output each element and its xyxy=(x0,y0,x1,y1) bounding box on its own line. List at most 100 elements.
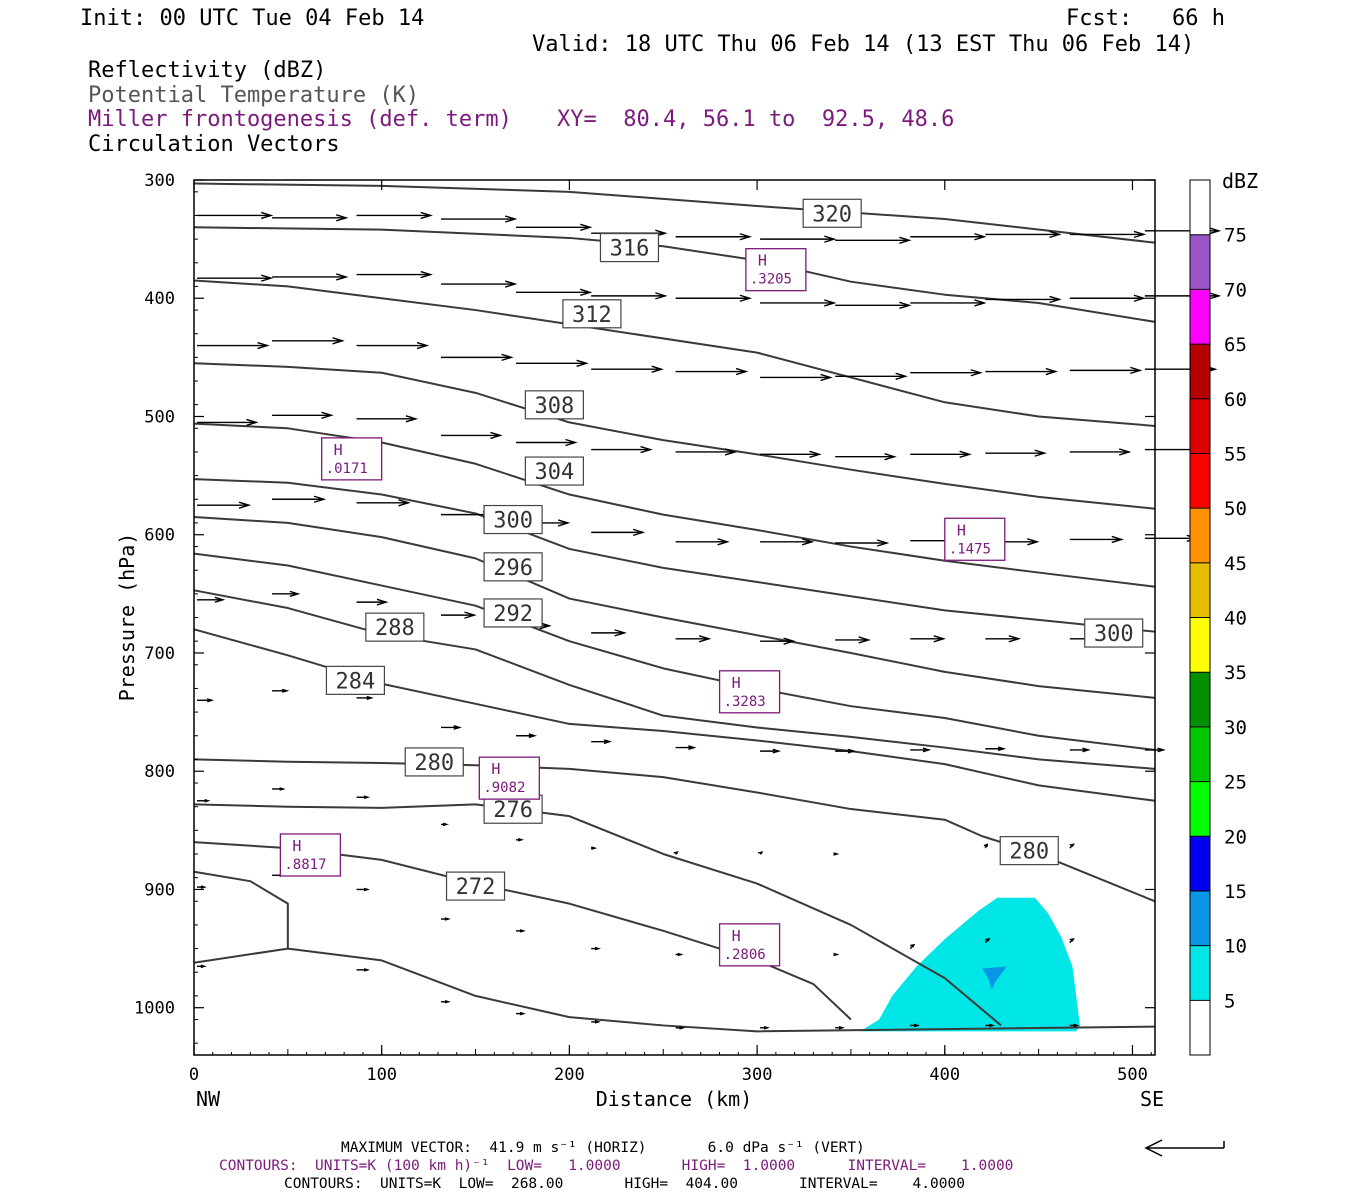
circulation-vector xyxy=(833,952,840,957)
circulation-vector xyxy=(516,733,537,739)
circulation-vector xyxy=(910,747,932,753)
theta-contour-300-5 xyxy=(193,478,1156,633)
circulation-vector xyxy=(757,851,764,855)
circulation-vector xyxy=(441,215,518,223)
circulation-vector xyxy=(591,292,668,300)
y-tick-label: 300 xyxy=(144,171,175,191)
circulation-vector xyxy=(591,946,601,951)
x-tick-label: 500 xyxy=(1117,1065,1148,1085)
contour-label-312: 312 xyxy=(562,299,622,329)
circulation-vector xyxy=(356,415,419,423)
circulation-vector xyxy=(1069,747,1091,753)
theta-contour-276-11 xyxy=(193,803,1002,1027)
circulation-vector xyxy=(1144,747,1166,753)
colorbar-swatch xyxy=(1190,890,1210,946)
legend-theta: Potential Temperature (K) xyxy=(88,83,420,108)
circulation-vector xyxy=(983,843,988,849)
colorbar-unit: dBZ xyxy=(1222,169,1258,193)
y-tick-label: 900 xyxy=(144,880,175,900)
circulation-vector xyxy=(591,445,653,454)
circulation-vector xyxy=(591,846,598,850)
contour-label-316: 316 xyxy=(599,232,660,263)
colorbar-swatch xyxy=(1190,398,1210,454)
circulation-vector xyxy=(516,929,526,933)
contour-label-288: 288 xyxy=(365,612,425,642)
colorbar-level-label: 35 xyxy=(1224,662,1247,684)
circulation-vector xyxy=(909,943,916,950)
svg-text:308: 308 xyxy=(535,394,575,419)
circulation-vector xyxy=(1069,535,1124,544)
colorbar-level-label: 20 xyxy=(1224,826,1247,848)
svg-text:H: H xyxy=(334,441,343,459)
contour-label-272: 272 xyxy=(445,871,506,901)
circulation-vector xyxy=(197,698,215,703)
theta-contour-312-2 xyxy=(193,279,1156,427)
contour-label-320: 320 xyxy=(802,198,862,228)
contour-label-280: 280 xyxy=(999,836,1059,866)
svg-text:292: 292 xyxy=(493,602,533,627)
colorbar-swatch xyxy=(1190,180,1210,235)
svg-text:288: 288 xyxy=(375,616,415,641)
colorbar-swatch xyxy=(1190,289,1210,345)
circulation-vector xyxy=(1144,534,1200,542)
svg-text:H: H xyxy=(758,252,767,270)
colorbar-swatch xyxy=(1190,1000,1210,1055)
axes-layer: 0 100 200 300 400 500 300 400 500 600 700 800 900 100… xyxy=(134,171,1155,1085)
svg-text:H: H xyxy=(491,760,500,778)
circulation-vector xyxy=(835,636,871,644)
svg-text:300: 300 xyxy=(493,509,533,534)
circulation-vector xyxy=(910,233,987,241)
frontogenesis-max: H .9082 xyxy=(478,756,540,800)
reflectivity-area-5dbz xyxy=(860,897,1080,1032)
contour-label-296: 296 xyxy=(483,552,543,582)
circulation-vector xyxy=(441,353,514,362)
colorbar-swatch xyxy=(1190,562,1210,618)
frontogenesis-max: H .2806 xyxy=(718,923,781,967)
colorbar-level-label: 65 xyxy=(1224,334,1247,356)
circulation-vector xyxy=(441,822,449,827)
frontogenesis-maxima-layer: H .3205 H .0171 H .1475 H .3283 H .9082 H .8817 H .28… xyxy=(279,248,1006,967)
circulation-vector xyxy=(675,233,753,241)
footer-contours-theta: CONTOURS: UNITS=K LOW= 268.00 HIGH= 404.… xyxy=(284,1176,965,1192)
colorbar-level-label: 50 xyxy=(1224,498,1247,520)
colorbar: 5 10 15 20 25 30 35 40 45 50 55 60 65 70 75 xyxy=(1189,179,1247,1056)
circulation-vector xyxy=(591,1020,601,1024)
circulation-vector xyxy=(272,787,286,791)
legend-vectors: Circulation Vectors xyxy=(88,132,340,157)
svg-text:H: H xyxy=(957,521,966,539)
svg-text:.9082: .9082 xyxy=(483,780,525,796)
circulation-vector xyxy=(516,438,578,447)
circulation-vector xyxy=(1069,230,1147,239)
circulation-vector xyxy=(675,1026,686,1030)
circulation-vector xyxy=(197,964,207,969)
colorbar-level-label: 75 xyxy=(1224,225,1247,247)
circulation-vector xyxy=(591,629,627,637)
circulation-vector xyxy=(591,739,613,745)
svg-text:H: H xyxy=(732,674,741,692)
circulation-vector xyxy=(516,288,593,296)
circulation-vector xyxy=(835,453,897,461)
x-tick-label: 400 xyxy=(929,1065,960,1085)
circulation-vector xyxy=(591,365,664,373)
circulation-vector xyxy=(760,235,837,243)
circulation-vector xyxy=(910,450,972,458)
circulation-vector xyxy=(835,372,908,380)
circulation-vector xyxy=(197,596,226,603)
circulation-vector xyxy=(760,637,796,645)
contour-label-280: 280 xyxy=(404,747,464,777)
colorbar-swatch xyxy=(1190,781,1210,837)
contour-label-292: 292 xyxy=(483,598,543,628)
colorbar-swatch xyxy=(1190,453,1210,509)
svg-text:276: 276 xyxy=(493,798,533,823)
circulation-vector xyxy=(675,367,749,376)
circulation-vector xyxy=(1069,294,1147,302)
circulation-vector xyxy=(356,211,433,220)
circulation-vector xyxy=(910,369,983,377)
circulation-vector xyxy=(985,746,1007,752)
circulation-vector xyxy=(356,499,411,507)
circulation-vector xyxy=(985,449,1047,457)
legend-xy: XY= 80.4, 56.1 to 92.5, 48.6 xyxy=(557,107,955,132)
theta-contour-268-13 xyxy=(193,947,1156,1033)
circulation-vector xyxy=(760,538,815,546)
